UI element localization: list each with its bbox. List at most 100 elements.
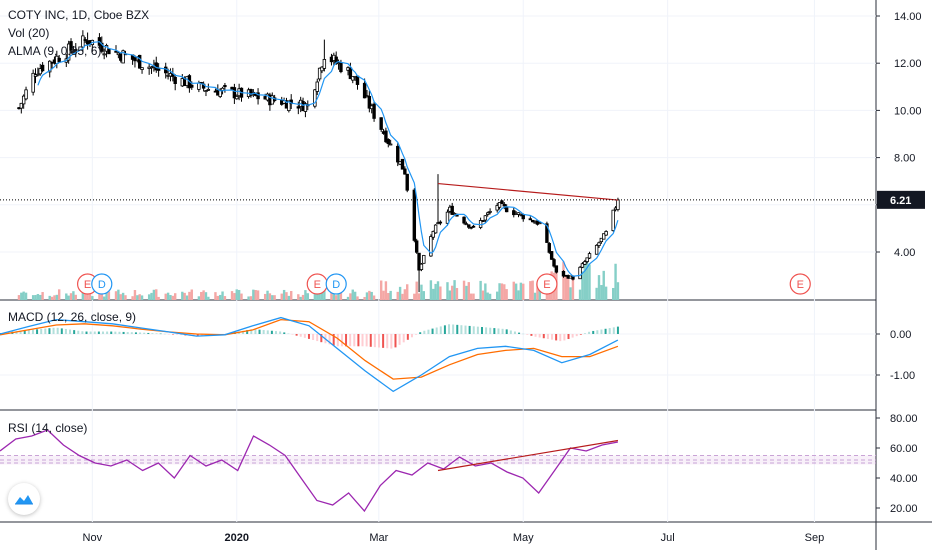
macd-histogram-bar <box>493 328 495 334</box>
volume-bar <box>250 296 252 300</box>
volume-bar <box>70 293 72 300</box>
macd-histogram-bar <box>271 331 273 334</box>
macd-histogram-bar <box>481 327 483 334</box>
macd-histogram-bar <box>497 328 499 334</box>
macd-legend[interactable]: MACD (12, 26, close, 9) <box>8 310 136 324</box>
dividend-marker[interactable]: D <box>92 274 112 294</box>
macd-histogram-bar <box>440 326 442 334</box>
candle-body <box>103 54 106 55</box>
volume-bar <box>247 296 249 300</box>
volume-bar <box>252 290 254 300</box>
volume-bar <box>141 295 143 300</box>
price-tick-label: 12.00 <box>894 58 922 70</box>
macd-histogram-bar <box>143 333 145 334</box>
volume-bar <box>148 294 150 300</box>
volume-bar <box>153 290 155 300</box>
macd-histogram-bar <box>349 334 351 346</box>
price-tick-label: 8.00 <box>894 153 915 165</box>
volume-bar <box>172 296 174 300</box>
volume-bar <box>349 293 351 300</box>
volume-bar <box>439 286 441 300</box>
macd-histogram-bar <box>609 328 611 334</box>
volume-bar <box>299 297 301 300</box>
price-tick-label: 10.00 <box>894 105 922 117</box>
macd-histogram-bar <box>423 331 425 334</box>
volume-bar <box>37 294 39 300</box>
volume-bar <box>446 282 448 300</box>
candle-body <box>553 260 556 267</box>
candle-body <box>316 82 319 91</box>
macd-histogram-bar <box>600 330 602 334</box>
macd-histogram-bar <box>485 327 487 334</box>
macd-histogram-bar <box>283 332 285 334</box>
volume-bar <box>34 295 36 300</box>
volume-bar <box>605 287 607 300</box>
macd-histogram-bar <box>57 328 59 334</box>
macd-histogram-bar <box>535 334 537 337</box>
macd-histogram-bar <box>77 331 79 334</box>
volume-bar <box>470 294 472 300</box>
candle-body <box>115 51 118 52</box>
macd-histogram-bar <box>572 334 574 338</box>
volume-bar <box>347 297 349 300</box>
rsi-legend[interactable]: RSI (14, close) <box>8 421 87 435</box>
volume-bar <box>496 292 498 300</box>
macd-histogram-bar <box>419 332 421 334</box>
earnings-marker[interactable]: E <box>537 274 557 294</box>
volume-bar <box>288 296 290 300</box>
tradingview-cloud-icon[interactable] <box>8 483 40 515</box>
volume-bar <box>188 292 190 300</box>
macd-histogram-bar <box>86 332 88 334</box>
candle-body <box>612 210 615 230</box>
volume-bar <box>131 296 133 300</box>
macd-histogram-bar <box>127 332 129 334</box>
volume-bar <box>479 281 481 300</box>
macd-histogram-bar <box>456 325 458 334</box>
macd-tick-label: -1.00 <box>890 370 915 382</box>
volume-bar <box>397 292 399 300</box>
volume-bar <box>505 289 507 300</box>
volume-legend[interactable]: Vol (20) <box>8 26 49 40</box>
candle-body <box>472 226 475 227</box>
macd-histogram-bar <box>40 329 42 334</box>
candle-body <box>505 207 508 212</box>
symbol-title[interactable]: COTY INC, 1D, Cboe BZX <box>8 8 149 22</box>
volume-bar <box>430 280 432 300</box>
macd-histogram-bar <box>362 334 364 346</box>
dividend-marker[interactable]: D <box>326 274 346 294</box>
time-tick-label: May <box>513 532 534 544</box>
macd-histogram-bar <box>106 332 108 334</box>
macd-histogram-bar <box>592 331 594 334</box>
volume-bar <box>456 288 458 300</box>
alma-legend[interactable]: ALMA (9, 0.85, 6) <box>8 44 101 58</box>
volume-bar <box>366 292 368 300</box>
volume-bar <box>437 281 439 300</box>
candle-body <box>207 89 210 90</box>
macd-histogram-bar <box>411 334 413 337</box>
candle-body <box>401 159 404 169</box>
macd-histogram-bar <box>563 334 565 340</box>
earnings-marker[interactable]: E <box>307 274 327 294</box>
macd-histogram-bar <box>539 334 541 338</box>
time-tick-label: Nov <box>83 532 103 544</box>
macd-histogram-bar <box>267 330 269 334</box>
volume-bar <box>517 290 519 300</box>
candle-body <box>539 223 542 224</box>
macd-histogram-bar <box>279 331 281 334</box>
volume-bar <box>39 295 41 300</box>
macd-histogram-bar <box>576 334 578 336</box>
marker-label: D <box>332 279 340 291</box>
macd-histogram-bar <box>489 328 491 334</box>
volume-bar <box>224 296 226 300</box>
macd-histogram-bar <box>580 334 582 335</box>
macd-histogram-bar <box>341 334 343 346</box>
candle-body <box>323 59 326 68</box>
earnings-marker[interactable]: E <box>790 274 810 294</box>
macd-histogram-bar <box>605 329 607 334</box>
macd-histogram-bar <box>172 334 174 335</box>
volume-bar <box>465 286 467 300</box>
rsi-tick-label: 60.00 <box>890 443 918 455</box>
volume-bar <box>515 284 517 300</box>
macd-histogram-bar <box>506 329 508 334</box>
